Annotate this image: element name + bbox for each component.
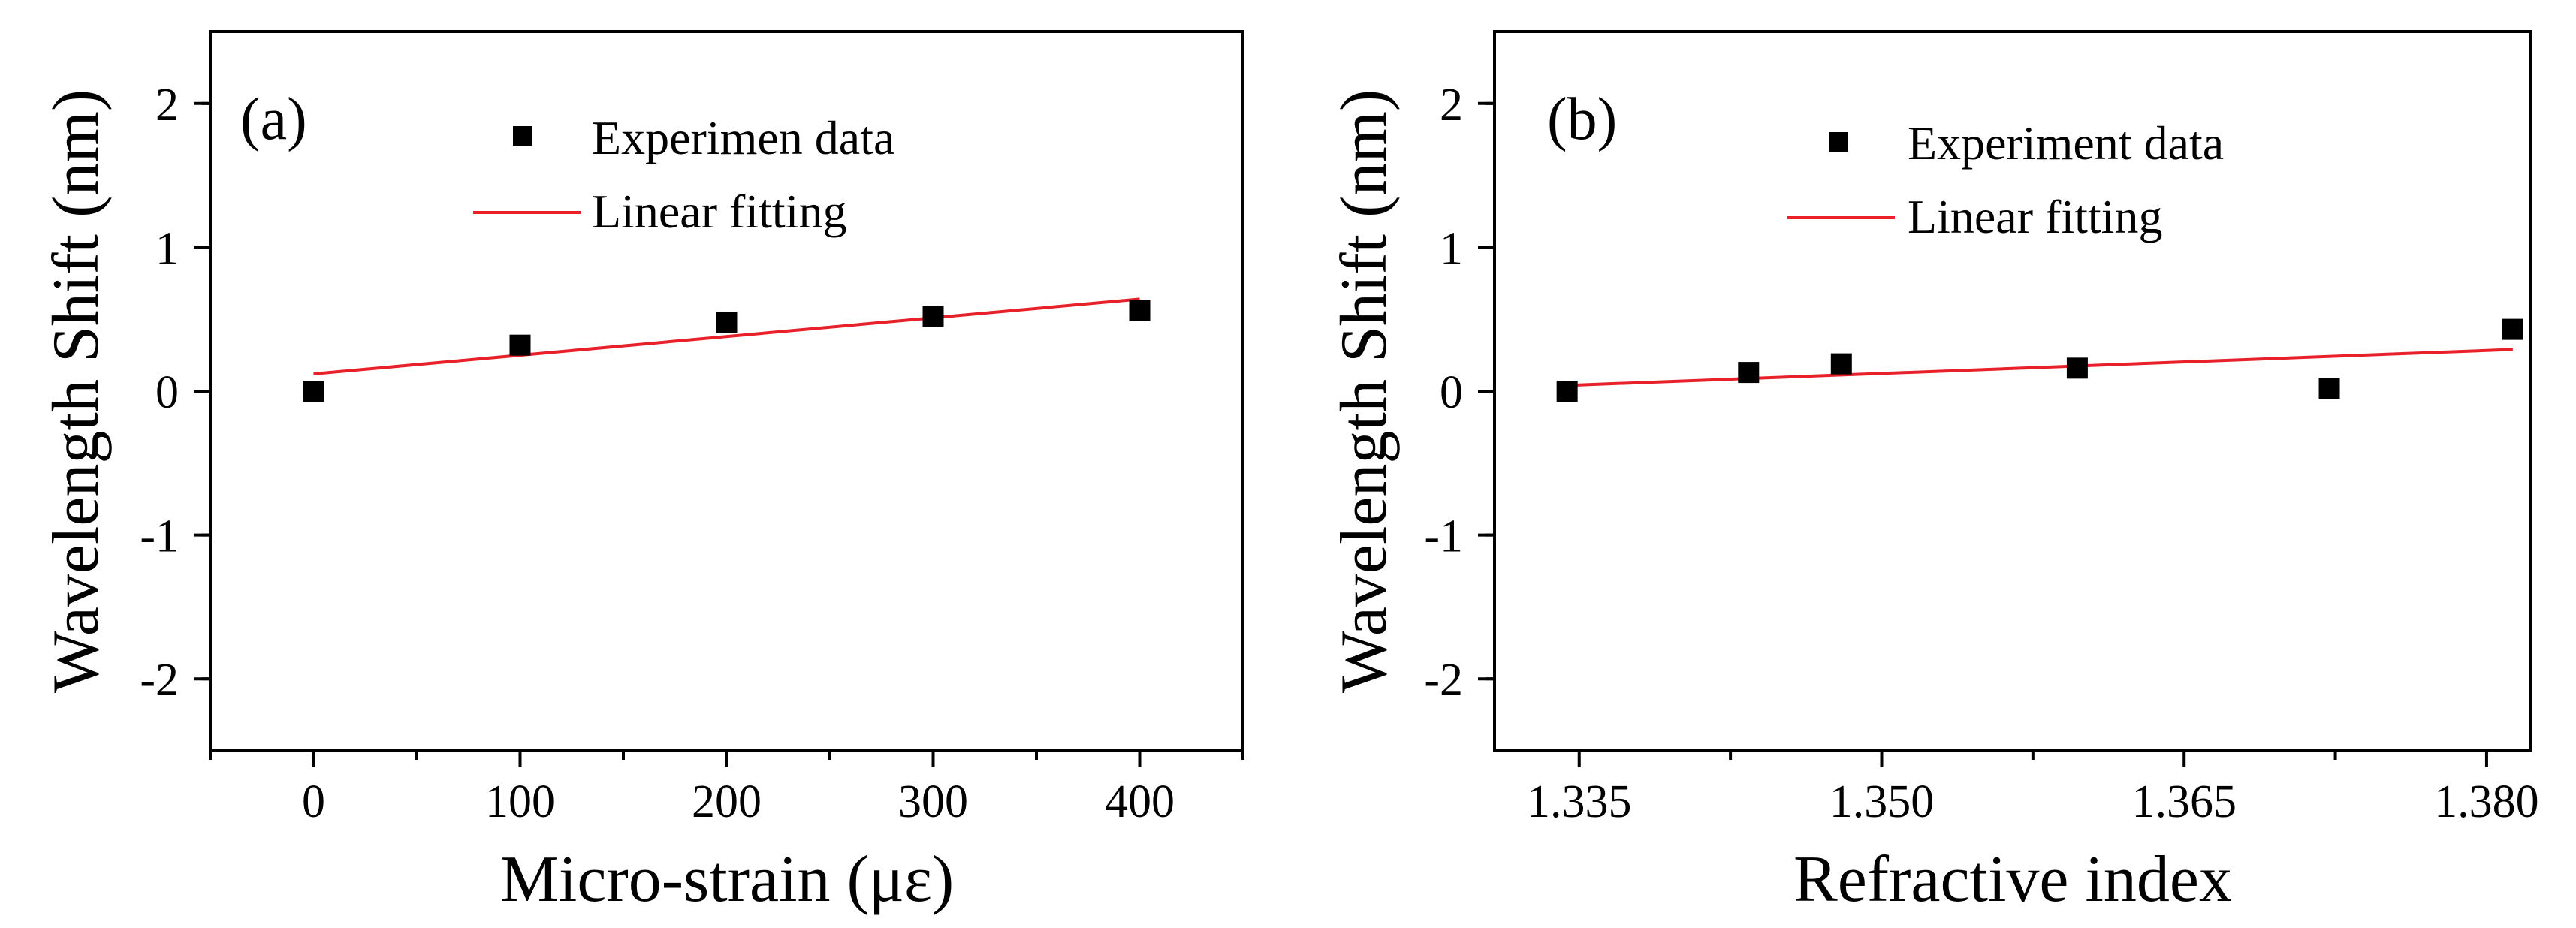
x-tick-label: 1.335 — [1527, 776, 1632, 827]
y-tick-label: 0 — [1440, 367, 1463, 418]
legend-label-linear-fit: Linear fitting — [1908, 190, 2162, 243]
y-axis-title: Wavelength Shift (nm) — [1328, 89, 1401, 693]
panel-label: (a) — [240, 86, 307, 152]
x-axis-title: Refractive index — [1793, 843, 2232, 916]
data-point — [509, 334, 531, 356]
linear-fit-line — [1567, 348, 2513, 387]
linear-fit-line — [313, 297, 1140, 375]
data-point — [922, 306, 944, 327]
y-tick-label: 2 — [155, 80, 179, 131]
plot-marks — [303, 297, 1151, 402]
legend-label-linear-fit: Linear fitting — [592, 185, 846, 238]
panel-label: (b) — [1547, 86, 1617, 152]
y-tick-label: -1 — [140, 511, 179, 562]
data-point — [1129, 300, 1151, 321]
data-point — [716, 312, 738, 333]
data-point — [2502, 318, 2523, 340]
plot-marks — [1556, 318, 2523, 402]
chart-panel-a: 0 100 200 300 400 -2 -1 0 1 2 (a) Experimen data … — [40, 30, 1244, 916]
legend: Experimen data Linear fitting — [473, 111, 894, 238]
legend-marker-experiment — [513, 126, 532, 146]
data-point — [303, 381, 324, 402]
legend-marker-experiment — [1829, 132, 1848, 152]
y-tick-label: -1 — [1424, 511, 1463, 562]
x-tick-label: 200 — [692, 776, 762, 827]
legend: Experiment data Linear fitting — [1787, 116, 2224, 243]
data-point — [1556, 381, 1578, 402]
x-tick-label: 1.365 — [2131, 776, 2237, 827]
y-tick-label: 1 — [1440, 223, 1463, 274]
x-tick-label: 100 — [485, 776, 555, 827]
legend-label-experiment: Experimen data — [592, 111, 894, 164]
x-tick-label: 0 — [302, 776, 325, 827]
x-tick-label: 300 — [898, 776, 968, 827]
x-tick-label: 1.380 — [2434, 776, 2539, 827]
y-axis-title: Wavelength Shift (nm) — [40, 89, 113, 693]
x-tick-label: 400 — [1105, 776, 1175, 827]
x-axis-title: Micro-strain (με) — [500, 843, 955, 916]
chart-panel-b: 1.335 1.350 1.365 1.380 -2 -1 0 1 2 (b) Experime… — [1328, 30, 2539, 916]
y-tick-label: 2 — [1440, 80, 1463, 131]
y-tick-label: -2 — [140, 655, 179, 706]
data-point — [2318, 378, 2340, 399]
data-point — [1830, 353, 1852, 375]
y-tick-label: 1 — [155, 223, 179, 274]
legend-label-experiment: Experiment data — [1908, 116, 2224, 170]
axis-ticks: 0 100 200 300 400 -2 -1 0 1 2 — [140, 80, 1244, 827]
axis-ticks: 1.335 1.350 1.365 1.380 -2 -1 0 1 2 — [1424, 80, 2538, 827]
y-tick-label: -2 — [1424, 655, 1463, 706]
data-point — [1738, 362, 1760, 384]
data-point — [2066, 357, 2088, 379]
x-tick-label: 1.350 — [1829, 776, 1935, 827]
y-tick-label: 0 — [155, 367, 179, 418]
